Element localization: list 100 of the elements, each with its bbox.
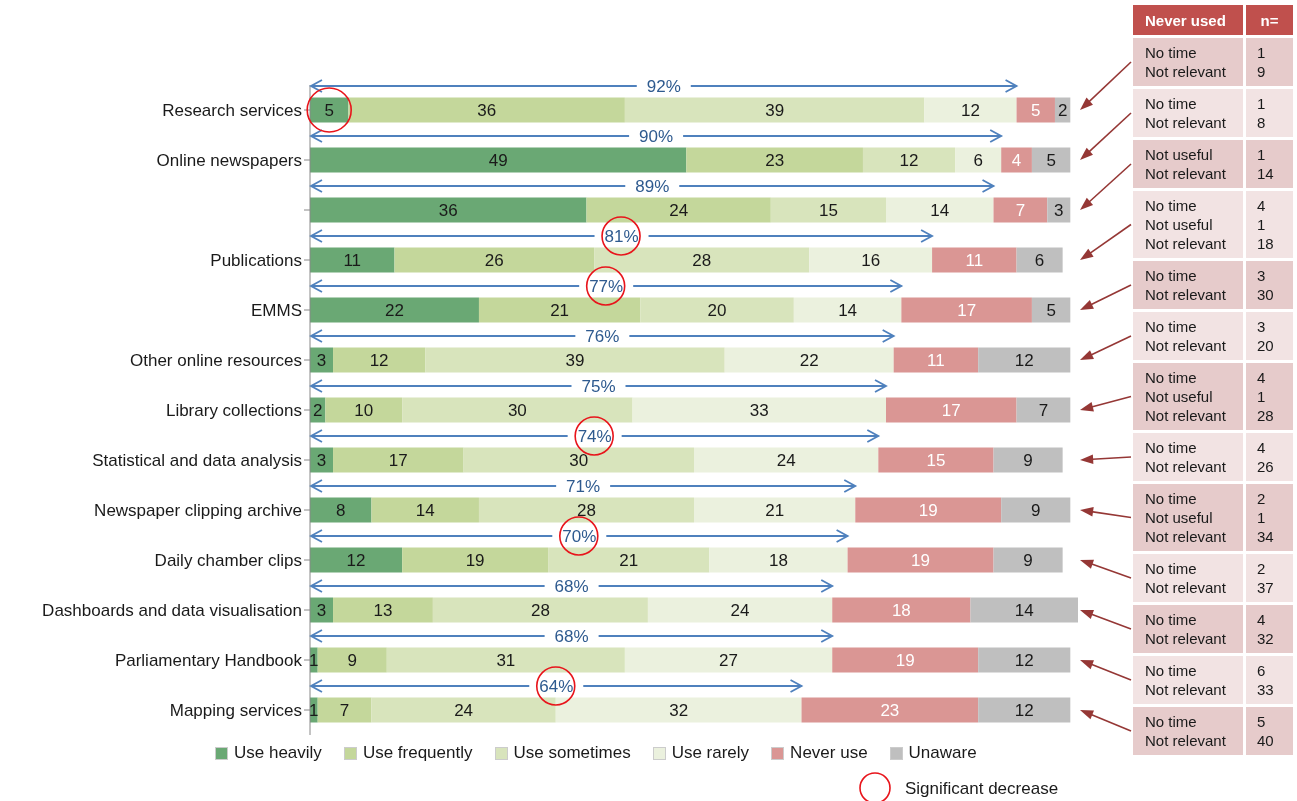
y-tick-label: Daily chamber clips [154, 551, 302, 571]
data-label: 39 [765, 101, 785, 121]
bar [694, 497, 856, 523]
y-tick-label: Parliamentary Handbook [114, 651, 303, 671]
text: 1 8 [1257, 94, 1267, 132]
data-label: 14 [415, 501, 435, 521]
bar [832, 597, 971, 623]
data-label: 3 [316, 351, 327, 371]
y-tick-label: Newspaper clipping archive [94, 501, 302, 521]
bar [878, 447, 994, 473]
text: 1 9 [1257, 43, 1267, 81]
data-label: 11 [927, 351, 945, 371]
data-label: 12 [1014, 651, 1034, 671]
bar [402, 397, 633, 423]
data-label: 17 [941, 401, 961, 421]
y-tick-label: Online newspapers [156, 151, 302, 171]
bar [978, 647, 1071, 673]
text: 4 32 [1257, 610, 1275, 648]
annotation: 71% [566, 477, 601, 496]
bar [855, 497, 1002, 523]
bar [847, 547, 994, 573]
annotation: 92% [646, 77, 681, 96]
text: 3 20 [1257, 317, 1275, 355]
bar [893, 347, 979, 373]
bar [1031, 297, 1071, 323]
legend-label: Use frequently [362, 743, 473, 763]
bar [724, 347, 894, 373]
annotation: 68% [554, 627, 589, 646]
data-label: 17 [388, 451, 408, 471]
bar [548, 547, 710, 573]
data-label: 39 [565, 351, 585, 371]
data-label: 28 [530, 601, 550, 621]
bar [932, 247, 1017, 273]
data-label: 5 [1046, 301, 1056, 321]
bar [832, 647, 979, 673]
y-tick-label: Statistical and data analysis [92, 451, 302, 471]
data-label: 32 [669, 701, 689, 721]
bar [394, 247, 595, 273]
y-tick-label: Other online resources [130, 351, 302, 371]
data-label: 18 [891, 601, 911, 621]
bar [594, 247, 810, 273]
data-label: 5 [324, 101, 334, 121]
data-label: 9 [1023, 551, 1033, 571]
data-label: 10 [354, 401, 374, 421]
data-label: 9 [347, 651, 357, 671]
legend-label: Unaware [908, 743, 977, 763]
data-label: 9 [1031, 501, 1041, 521]
bar [333, 597, 433, 623]
data-label: 14 [1014, 601, 1034, 621]
annotation: 76% [585, 327, 620, 346]
data-label: 14 [930, 201, 950, 221]
data-label: 31 [496, 651, 516, 671]
bar [686, 147, 863, 173]
bar [310, 297, 479, 323]
bar [333, 347, 426, 373]
data-label: 16 [861, 251, 881, 271]
data-label: 21 [765, 501, 785, 521]
data-label: 3 [316, 451, 327, 471]
text: No time Not relevant [1145, 266, 1227, 304]
bar [310, 147, 687, 173]
data-label: 11 [343, 251, 362, 271]
data-label: 3 [1054, 201, 1064, 221]
data-label: 1 [309, 701, 319, 721]
bar [425, 347, 725, 373]
bar [386, 647, 625, 673]
annotation: 81% [604, 227, 639, 246]
text: 1 14 [1257, 145, 1275, 183]
text: No time Not relevant [1145, 559, 1227, 597]
bar [310, 497, 372, 523]
bar [993, 197, 1048, 223]
bar [886, 397, 1017, 423]
text: No time Not relevant [1145, 712, 1227, 750]
data-label: 12 [1014, 351, 1034, 371]
data-label: 12 [899, 151, 919, 171]
data-label: 19 [911, 551, 931, 571]
bar [694, 447, 879, 473]
bar [478, 297, 641, 323]
data-label: 36 [477, 101, 497, 121]
text: No time Not useful Not relevant [1145, 196, 1227, 253]
data-label: 9 [1023, 451, 1033, 471]
data-label: 11 [965, 251, 984, 271]
data-label: 22 [799, 351, 819, 371]
data-label: 26 [484, 251, 504, 271]
y-tick-label: Publications [210, 251, 302, 271]
bar [993, 447, 1063, 473]
bar [586, 197, 771, 223]
data-label: 6 [1034, 251, 1045, 271]
text: 3 30 [1257, 266, 1275, 304]
data-label: 12 [346, 551, 366, 571]
data-label: 20 [707, 301, 727, 321]
data-label: 15 [926, 451, 946, 471]
legend-label: Use rarely [671, 743, 750, 763]
bar [801, 697, 979, 723]
y-tick-label: Library collections [165, 401, 302, 421]
bar [1001, 147, 1032, 173]
data-label: 13 [373, 601, 393, 621]
bar [310, 247, 395, 273]
data-label: 23 [880, 701, 900, 721]
data-label: 3 [316, 601, 327, 621]
annotation: 75% [581, 377, 616, 396]
